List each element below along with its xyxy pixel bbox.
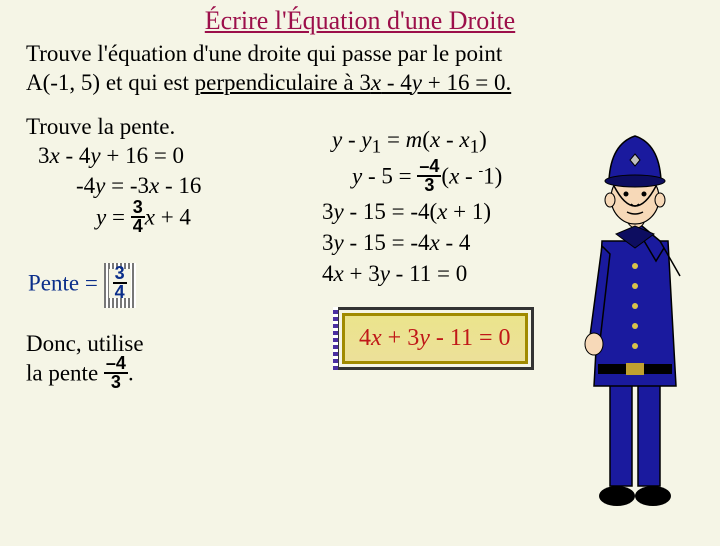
left-column: Trouve la pente. 3x - 4y + 16 = 0 -4y = … [26, 106, 286, 394]
policeman-figure [564, 126, 706, 526]
problem-point: A(-1, 5) [26, 70, 100, 95]
problem-perp: perpendiculaire à 3x - 4y + 16 = 0. [195, 70, 512, 95]
eq-line1: 3x - 4y + 16 = 0 [26, 141, 286, 171]
frac-neg4-3-b: –43 [417, 158, 441, 194]
eq-line2: -4y = -3x - 16 [26, 171, 286, 201]
frac-neg4-3-a: –43 [104, 355, 128, 391]
eq-line3: y = 34x + 4 [26, 201, 286, 237]
frac-3-4-a: 34 [131, 199, 145, 235]
result-box: 4x + 3y - 11 = 0 [336, 307, 534, 369]
therefore-text: Donc, utilise la pente –43. [26, 330, 286, 394]
find-slope-heading: Trouve la pente. [26, 112, 286, 142]
slope-highlight-box: 34 [104, 263, 136, 307]
slope-equals: Pente = 34 [26, 259, 142, 311]
result-text: 4x + 3y - 11 = 0 [342, 313, 528, 363]
page-title: Écrire l'Équation d'une Droite [0, 6, 720, 36]
problem-line1: Trouve l'équation d'une droite qui passe… [26, 41, 502, 66]
problem-statement: Trouve l'équation d'une droite qui passe… [0, 40, 720, 98]
problem-txt-a: et qui est [100, 70, 195, 95]
frac-3-4-b: 34 [113, 265, 127, 301]
